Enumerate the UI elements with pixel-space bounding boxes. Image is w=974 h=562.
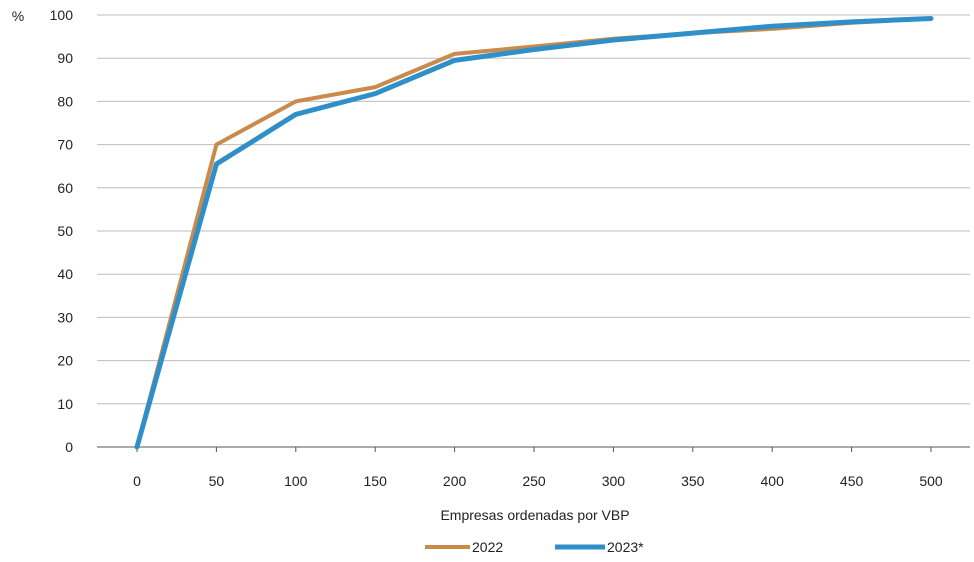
y-tick-label: 10 [57, 396, 73, 412]
series-line-2022 [135, 16, 933, 449]
x-tick-label: 500 [919, 473, 943, 489]
y-tick-label: 60 [57, 180, 73, 196]
x-tick-label: 100 [284, 473, 308, 489]
y-tick-label: 0 [65, 439, 73, 455]
y-tick-label: 40 [57, 266, 73, 282]
x-tick-label: 350 [681, 473, 705, 489]
x-tick-label: 450 [840, 473, 864, 489]
x-tick-label: 50 [209, 473, 225, 489]
y-tick-label: 20 [57, 353, 73, 369]
x-tick-label: 300 [602, 473, 626, 489]
x-tick-label: 200 [443, 473, 467, 489]
x-tick-label: 150 [364, 473, 388, 489]
x-axis-label: Empresas ordenadas por VBP [440, 507, 629, 523]
y-tick-label: 80 [57, 93, 73, 109]
legend: 2022 2023* [425, 539, 644, 555]
series-lines [134, 15, 934, 450]
x-tick-label: 400 [761, 473, 785, 489]
y-axis-label: % [12, 8, 24, 24]
y-tick-label: 90 [57, 50, 73, 66]
y-axis-ticks: 0 10 20 30 40 50 60 70 80 90 100 [50, 7, 74, 455]
y-tick-label: 70 [57, 137, 73, 153]
y-tick-label: 100 [50, 7, 74, 23]
y-tick-label: 50 [57, 223, 73, 239]
grid-lines [97, 14, 970, 448]
legend-label-2023: 2023* [607, 539, 644, 555]
legend-label-2022: 2022 [472, 539, 503, 555]
x-tick-label: 0 [133, 473, 141, 489]
series-line-2023 [134, 15, 934, 450]
x-axis-ticks: 0 50 100 150 200 250 300 350 400 450 500 [133, 447, 943, 489]
y-tick-label: 30 [57, 309, 73, 325]
x-tick-label: 250 [522, 473, 546, 489]
